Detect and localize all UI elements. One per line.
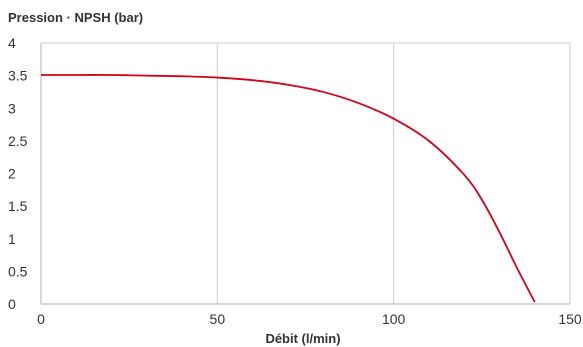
y-tick-label: 2	[8, 166, 16, 182]
axes	[40, 43, 570, 305]
x-tick-label: 150	[558, 311, 582, 327]
series	[40, 74, 536, 303]
y-tick-label: 1	[8, 231, 16, 247]
y-tick-label: 0	[8, 296, 16, 312]
y-tick-labels: 0 0.5 1 1.5 2 2.5 3 3.5 4	[8, 35, 28, 312]
x-axis-label: Débit (l/min)	[265, 331, 340, 346]
grid	[41, 42, 571, 304]
x-tick-labels: 0 50 100 150	[37, 311, 582, 327]
y-tick-label: 0.5	[8, 263, 28, 279]
x-tick-label: 0	[37, 311, 45, 327]
y-tick-label: 1.5	[8, 198, 28, 214]
x-tick-label: 50	[210, 311, 226, 327]
y-tick-label: 4	[8, 35, 16, 51]
y-axis-label: Pression · NPSH (bar)	[8, 10, 143, 25]
y-tick-label: 3	[8, 100, 16, 116]
x-tick-label: 100	[382, 311, 406, 327]
y-tick-label: 3.5	[8, 68, 28, 84]
y-tick-label: 2.5	[8, 133, 28, 149]
series-line-0	[40, 74, 536, 303]
